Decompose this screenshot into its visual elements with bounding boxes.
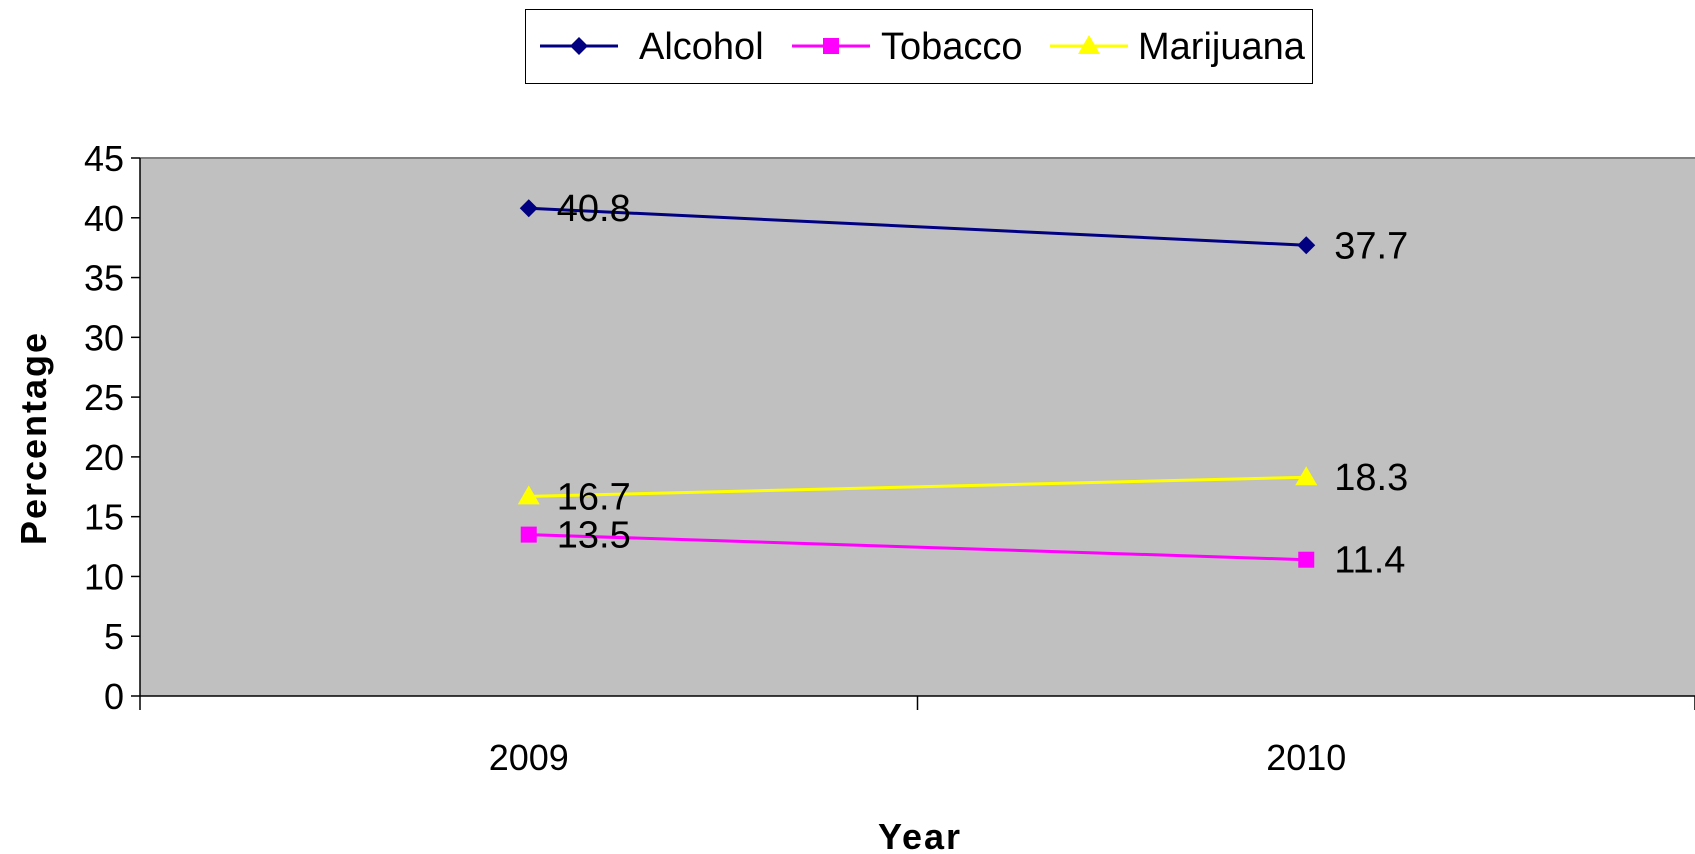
y-axis-title: Percentage (13, 331, 54, 545)
y-tick-label: 35 (84, 258, 124, 299)
y-tick-label: 40 (84, 198, 124, 239)
series-line-alcohol (528, 206, 1307, 247)
y-tick-label: 0 (104, 676, 124, 717)
series-line-marijuana (528, 475, 1307, 498)
legend-marker-marijuana (1078, 35, 1100, 54)
data-label: 16.7 (557, 476, 631, 518)
legend-label-alcohol: Alcohol (639, 26, 764, 68)
data-point-tobacco (1298, 551, 1315, 568)
plot-area (140, 158, 1695, 696)
data-label: 18.3 (1334, 457, 1408, 499)
data-label: 11.4 (1334, 540, 1405, 582)
data-point-alcohol (519, 199, 538, 218)
y-tick-label: 25 (84, 377, 124, 418)
data-label: 13.5 (557, 515, 631, 557)
x-tick-label: 2010 (1266, 737, 1346, 778)
y-tick-label: 10 (84, 556, 124, 597)
data-point-marijuana (517, 485, 540, 505)
y-tick-label: 15 (84, 497, 124, 538)
y-tick-label: 30 (84, 317, 124, 358)
x-tick-label: 2009 (489, 737, 569, 778)
y-tick-label: 5 (104, 616, 124, 657)
legend-marker-alcohol (570, 37, 588, 55)
data-point-tobacco (520, 526, 537, 543)
series-line-tobacco (528, 533, 1307, 562)
legend (525, 9, 1313, 84)
y-tick-label: 20 (84, 437, 124, 478)
data-label: 40.8 (557, 188, 631, 230)
data-label: 37.7 (1334, 225, 1408, 267)
x-axis-title: Year (878, 816, 962, 854)
legend-label-tobacco: Tobacco (881, 26, 1023, 68)
y-tick-label: 45 (84, 138, 124, 179)
data-point-alcohol (1297, 236, 1316, 255)
legend-marker-tobacco (823, 38, 839, 54)
data-point-marijuana (1295, 466, 1318, 486)
legend-label-marijuana: Marijuana (1138, 26, 1306, 68)
